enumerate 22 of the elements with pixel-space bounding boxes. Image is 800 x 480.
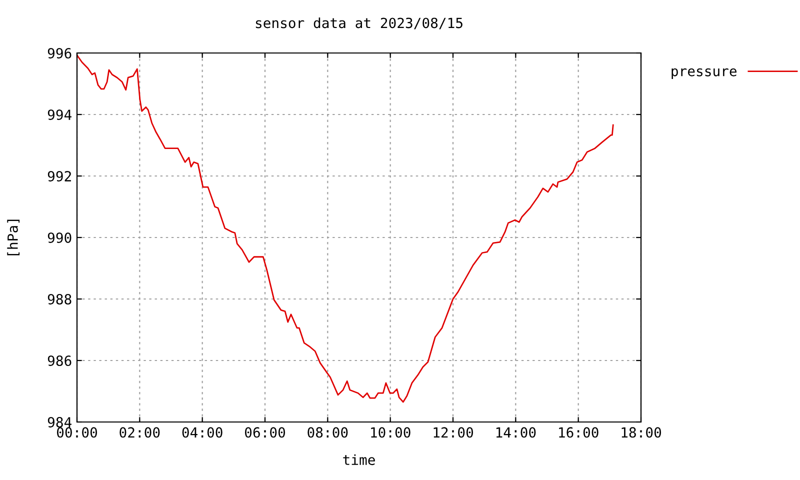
- x-tick-label: 02:00: [120, 427, 160, 438]
- y-axis-title: [hPa]: [7, 220, 20, 256]
- x-tick-label: 12:00: [434, 427, 474, 438]
- y-tick-label: 984: [48, 417, 72, 428]
- y-tick-label: 996: [48, 48, 72, 59]
- x-tick-label: 00:00: [57, 427, 98, 438]
- x-tick-label: 18:00: [622, 427, 662, 438]
- x-tick-label: 16:00: [559, 427, 598, 438]
- y-tick-label: 990: [48, 232, 72, 244]
- legend-label: pressure: [672, 68, 736, 80]
- x-tick-label: 10:00: [371, 427, 410, 438]
- x-tick-label: 06:00: [245, 427, 286, 438]
- x-tick-label: 04:00: [182, 427, 222, 438]
- y-tick-label: 992: [48, 171, 71, 182]
- chart-title: sensor data at 2023/08/15: [256, 17, 462, 30]
- y-tick-label: 994: [48, 110, 72, 120]
- x-tick-label: 14:00: [496, 427, 536, 438]
- line-series: [77, 54, 614, 403]
- x-axis-title: time: [343, 454, 375, 466]
- y-tick-label: 988: [48, 294, 72, 305]
- x-tick-label: 08:00: [308, 427, 348, 438]
- y-tick-label: 986: [48, 356, 72, 366]
